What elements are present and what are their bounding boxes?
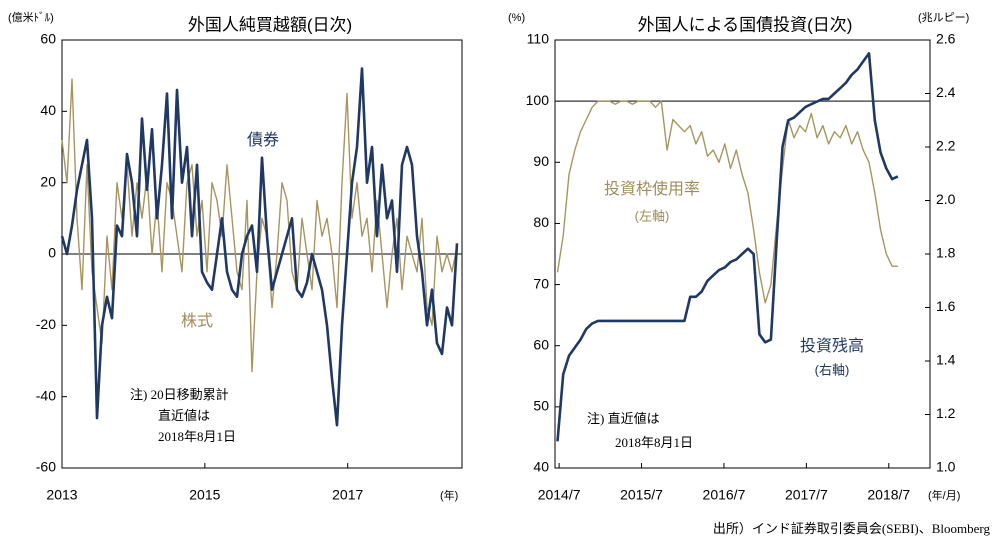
chart-title: 外国人純買越額(日次) [188,15,352,34]
y-tick-label: 40 [533,459,549,475]
y-tick-label: 110 [527,31,550,47]
y2-tick-label: 1.0 [936,459,956,475]
y-tick-label: -40 [36,387,56,403]
series-label: 投資枠使用率 [604,180,700,198]
y2-tick-label: 2.4 [936,84,956,100]
y-tick-label: -20 [36,316,56,332]
y-tick-label: 0 [48,245,56,261]
x-tick-label: 2015 [189,487,220,503]
y2-tick-label: 1.4 [936,352,956,368]
y-tick-label: 40 [40,102,56,118]
annotation: (左軸) [635,208,670,223]
chart-title: 外国人による国債投資(日次) [638,15,853,34]
y2-tick-label: 2.2 [936,138,956,154]
y2-tick-label: 2.0 [936,191,956,207]
y-axis-label: (%) [508,12,525,24]
x-tick-label: 2015/7 [620,487,663,503]
y-tick-label: 50 [533,398,549,414]
data-line [60,67,459,427]
y-tick-label: 60 [533,336,549,352]
x-tick-label: 2013 [46,487,77,503]
annotation: 2018年8月1日 [158,429,236,444]
y2-tick-label: 1.6 [936,298,956,314]
y2-tick-label: 1.2 [936,405,956,421]
x-tick-label: 2018/7 [867,487,910,503]
annotation: 注) 20日移動累計 [130,387,229,402]
annotation: 2018年8月1日 [615,435,693,450]
y-tick-label: 60 [40,31,56,47]
y-tick-label: 90 [533,153,549,169]
data-line [556,100,898,304]
annotation: 直近値は [158,408,210,423]
x-axis-label: (年/月) [928,488,960,502]
y2-tick-label: 1.8 [936,245,956,261]
x-tick-label: 2017 [332,487,363,503]
y-axis-label: (億米ﾄﾞﾙ) [8,11,54,24]
data-line [556,52,899,442]
data-line [61,78,458,373]
annotation: (右軸) [815,362,850,377]
series-label: 株式 [181,312,213,330]
series-label: 債券 [247,131,279,149]
annotation: 注) 直近値は [587,411,660,426]
y-tick-label: 70 [533,275,549,291]
series-label: 投資残高 [800,337,864,355]
y-tick-label: 80 [533,214,549,230]
y2-tick-label: 2.6 [936,31,956,47]
x-axis-label: (年) [440,488,458,502]
y-tick-label: 20 [40,173,56,189]
y-tick-label: 100 [526,92,550,108]
x-tick-label: 2017/7 [785,487,828,503]
source-note: 出所）インド証券取引委員会(SEBI)、Bloomberg [713,521,991,536]
x-tick-label: 2016/7 [703,487,746,503]
x-tick-label: 2014/7 [538,487,581,503]
y-tick-label: -60 [36,459,56,475]
y2-axis-label: (兆ルピー) [918,11,969,24]
